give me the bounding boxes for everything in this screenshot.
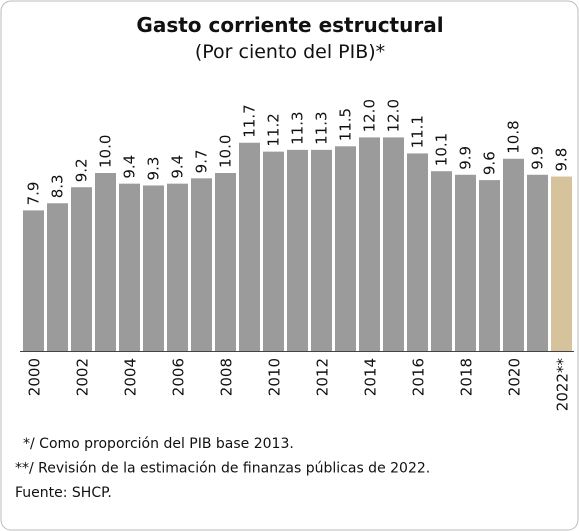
bar <box>431 171 452 351</box>
bar <box>215 173 236 351</box>
value-label: 11.1 <box>409 115 427 148</box>
value-label: 9.9 <box>529 146 547 170</box>
x-tick-label: 2012 <box>314 358 332 396</box>
bar <box>47 203 68 351</box>
value-label: 9.8 <box>553 148 571 172</box>
bar <box>95 173 116 351</box>
bar <box>263 151 284 351</box>
bar <box>527 174 548 351</box>
bar <box>143 185 164 351</box>
value-label: 9.6 <box>481 151 499 175</box>
value-label: 10.8 <box>505 120 523 153</box>
x-tick-label: 2022** <box>554 358 572 412</box>
value-label: 10.1 <box>433 133 451 166</box>
value-label: 11.2 <box>265 113 283 146</box>
x-tick-label: 2014 <box>362 358 380 396</box>
bar <box>335 146 356 351</box>
x-tick-label: 2004 <box>122 358 140 396</box>
bar <box>383 137 404 351</box>
value-label: 7.9 <box>25 182 43 206</box>
value-label: 10.0 <box>97 135 115 168</box>
value-label: 9.3 <box>145 157 163 181</box>
bar <box>167 183 188 351</box>
value-label: 11.5 <box>337 108 355 141</box>
bar <box>311 149 332 351</box>
x-tick-label: 2008 <box>218 358 236 396</box>
x-tick-label: 2016 <box>410 358 428 396</box>
value-label: 9.2 <box>73 158 91 182</box>
x-tick-label: 2018 <box>458 358 476 396</box>
bar <box>455 174 476 351</box>
bar <box>407 153 428 351</box>
bar <box>479 180 500 351</box>
footnote: */ Como proporción del PIB base 2013. <box>23 436 294 452</box>
x-tick-label: 2020 <box>506 358 524 396</box>
footnote: Fuente: SHCP. <box>15 485 112 501</box>
bar <box>287 149 308 351</box>
value-label: 9.7 <box>193 149 211 173</box>
x-tick-label: 2000 <box>26 358 44 396</box>
bar <box>239 142 260 351</box>
value-label: 9.9 <box>457 146 475 170</box>
value-label: 11.3 <box>289 111 307 144</box>
value-label: 12.0 <box>385 99 403 132</box>
chart-title: Gasto corriente estructural <box>136 13 443 37</box>
chart-subtitle: (Por ciento del PIB)* <box>195 41 385 63</box>
value-label: 11.3 <box>313 111 331 144</box>
bar <box>359 137 380 351</box>
bar <box>551 176 572 351</box>
value-label: 10.0 <box>217 135 235 168</box>
bar <box>119 183 140 351</box>
value-label: 9.4 <box>169 155 187 179</box>
value-label: 12.0 <box>361 99 379 132</box>
bar <box>23 210 44 351</box>
value-label: 9.4 <box>121 155 139 179</box>
bar <box>191 178 212 351</box>
x-tick-label: 2002 <box>74 358 92 396</box>
bar <box>71 187 92 351</box>
value-label: 11.7 <box>241 104 259 137</box>
x-tick-label: 2006 <box>170 358 188 396</box>
bar <box>503 158 524 351</box>
value-label: 8.3 <box>49 174 67 198</box>
footnote: **/ Revisión de la estimación de finanza… <box>15 461 430 477</box>
x-tick-label: 2010 <box>266 358 284 396</box>
